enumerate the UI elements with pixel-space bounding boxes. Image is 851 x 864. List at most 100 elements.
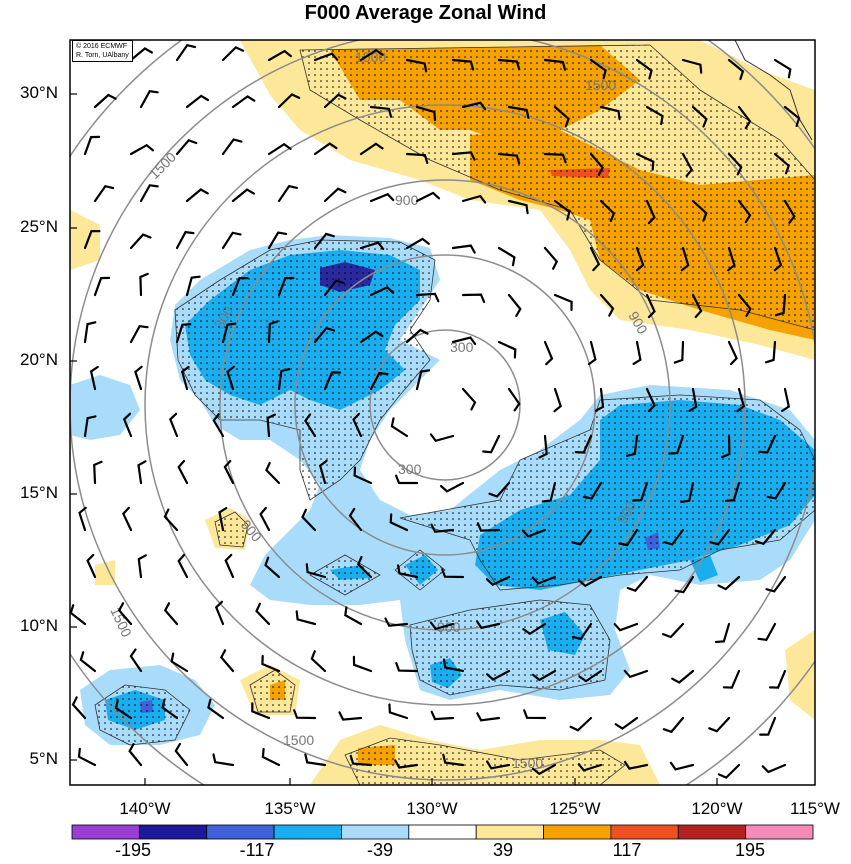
wind-barb	[305, 563, 327, 579]
wind-barb	[507, 105, 530, 119]
wind-barb	[461, 101, 487, 111]
wind-barb	[441, 568, 465, 579]
wind-barb	[226, 365, 235, 391]
wind-barb	[77, 747, 97, 767]
lon-label-140w: 140°W	[119, 799, 171, 818]
lon-label-135w: 135°W	[264, 799, 316, 818]
wind-barb	[635, 58, 653, 80]
wind-barb	[717, 575, 741, 591]
fill-yellow-se	[785, 630, 815, 720]
wind-barb	[773, 152, 790, 175]
wind-barb	[783, 199, 796, 224]
ring-label: 300	[450, 339, 474, 355]
wind-barb	[313, 232, 335, 250]
wind-barb	[714, 622, 731, 644]
wind-barb	[415, 369, 431, 391]
wind-barb	[117, 602, 133, 626]
stipple-small1	[214, 511, 249, 548]
wind-barbs	[70, 43, 801, 779]
wind-barb	[541, 481, 557, 503]
wind-barb	[359, 142, 384, 156]
wind-barb	[266, 413, 276, 438]
fill-yellow-sw	[95, 560, 115, 585]
wind-barb	[430, 523, 455, 533]
ring-1200	[144, 104, 746, 706]
wind-barb	[415, 105, 437, 122]
wind-barb	[543, 246, 559, 270]
wind-barb	[219, 649, 235, 673]
wind-barb	[523, 709, 547, 720]
wind-barb	[722, 669, 741, 689]
wind-barb	[390, 417, 409, 438]
wind-barb	[175, 323, 192, 344]
wind-barb	[737, 105, 752, 130]
wind-barb	[129, 47, 153, 62]
wind-barb	[405, 328, 429, 344]
wind-barb	[571, 622, 593, 641]
lon-ticks	[144, 778, 718, 785]
wind-barb	[405, 237, 430, 250]
wind-barb	[323, 93, 347, 109]
wind-barb	[569, 716, 593, 732]
wind-barb	[369, 192, 395, 203]
wind-barb	[662, 622, 685, 639]
wind-barb	[635, 246, 645, 272]
wind-barb	[543, 340, 554, 366]
wind-barb	[429, 433, 455, 443]
wind-barb	[626, 575, 649, 592]
wind-barb	[129, 648, 143, 673]
wind-barb	[623, 760, 649, 770]
wind-barb	[720, 434, 731, 459]
colorbar-swatch	[408, 824, 477, 840]
wind-barb	[681, 58, 703, 74]
wind-barb	[578, 669, 603, 683]
wind-barb	[543, 152, 567, 164]
lat-label-20n: 20°N	[20, 350, 58, 369]
wind-barb	[310, 650, 327, 673]
wind-barb	[175, 230, 195, 250]
wind-barb	[497, 246, 516, 267]
wind-barb	[177, 459, 189, 485]
wind-barb	[277, 276, 295, 297]
colorbar-swatch	[543, 824, 612, 840]
wind-barb	[139, 184, 159, 203]
wind-barb	[671, 669, 695, 684]
wind-barb	[662, 716, 685, 734]
wind-barb	[764, 340, 777, 364]
wind-barb	[461, 387, 477, 411]
wind-barb	[599, 199, 616, 222]
ring-label: 900	[437, 619, 461, 635]
ring-label: 1500	[283, 732, 314, 748]
lat-label-25n: 25°N	[20, 217, 58, 236]
colorbar-swatch	[71, 824, 140, 840]
wind-barb	[669, 761, 695, 771]
colorbar-swatch	[610, 824, 679, 840]
stipple-east	[399, 394, 815, 591]
wind-barb	[304, 753, 327, 767]
wind-barb	[429, 621, 455, 631]
wind-barb	[754, 528, 777, 546]
wind-barb	[295, 610, 317, 626]
wind-barb	[475, 620, 501, 630]
wind-barb	[185, 94, 210, 109]
wind-barb	[674, 575, 695, 594]
lon-label-125w: 125°W	[549, 799, 601, 818]
wind-barb	[267, 231, 288, 250]
wind-barb	[264, 556, 281, 579]
wind-barb	[137, 554, 147, 579]
wind-barb	[395, 474, 419, 485]
wind-barb	[632, 481, 649, 502]
stipple-west	[174, 239, 436, 501]
wind-barb	[451, 336, 477, 346]
colorbar-swatch	[677, 824, 747, 840]
wind-barb	[727, 152, 743, 176]
wind-barb	[571, 528, 593, 546]
wind-barb	[415, 292, 440, 303]
wind-barb	[231, 188, 255, 203]
wind-barb	[577, 763, 603, 772]
lat-label-30n: 30°N	[20, 83, 58, 102]
wind-barb	[708, 716, 731, 733]
wind-barb	[83, 321, 97, 344]
wind-barb	[599, 293, 615, 317]
wind-barb	[338, 711, 363, 721]
